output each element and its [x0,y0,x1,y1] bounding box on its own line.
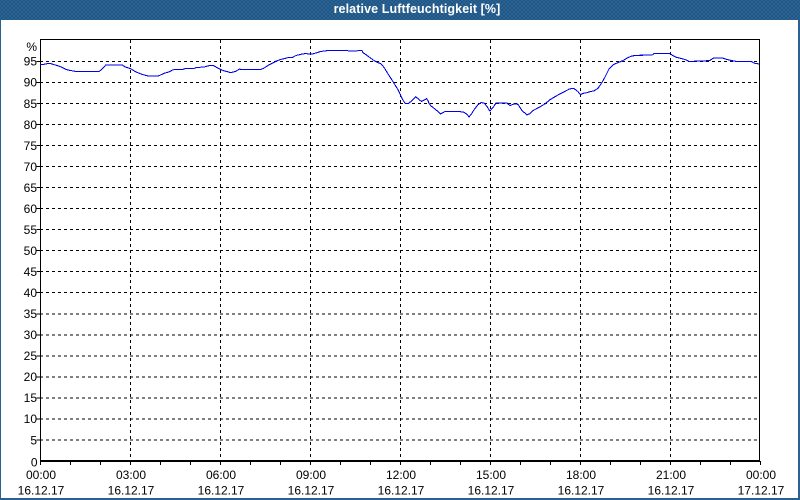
svg-text:16.12.17: 16.12.17 [288,484,335,498]
svg-text:16.12.17: 16.12.17 [198,484,245,498]
svg-text:20: 20 [24,370,38,384]
svg-text:18:00: 18:00 [566,468,596,482]
svg-text:85: 85 [24,97,38,111]
svg-text:16.12.17: 16.12.17 [18,484,65,498]
svg-text:80: 80 [24,118,38,132]
svg-text:15: 15 [24,391,38,405]
svg-text:%: % [26,40,37,54]
svg-text:16.12.17: 16.12.17 [558,484,605,498]
svg-text:65: 65 [24,181,38,195]
svg-text:16.12.17: 16.12.17 [468,484,515,498]
svg-text:35: 35 [24,307,38,321]
svg-text:90: 90 [24,76,38,90]
svg-text:60: 60 [24,202,38,216]
svg-text:00:00: 00:00 [746,468,776,482]
svg-text:12:00: 12:00 [386,468,416,482]
svg-text:70: 70 [24,160,38,174]
svg-text:17.12.17: 17.12.17 [738,484,785,498]
svg-text:45: 45 [24,265,38,279]
svg-text:16.12.17: 16.12.17 [648,484,695,498]
svg-text:55: 55 [24,223,38,237]
svg-text:06:00: 06:00 [206,468,236,482]
svg-text:03:00: 03:00 [116,468,146,482]
svg-text:00:00: 00:00 [26,468,56,482]
svg-text:16.12.17: 16.12.17 [108,484,155,498]
svg-text:25: 25 [24,349,38,363]
svg-text:95: 95 [24,55,38,69]
svg-text:21:00: 21:00 [656,468,686,482]
svg-text:75: 75 [24,139,38,153]
svg-text:30: 30 [24,328,38,342]
svg-text:0: 0 [31,456,38,470]
svg-text:16.12.17: 16.12.17 [378,484,425,498]
svg-text:10: 10 [24,412,38,426]
svg-text:50: 50 [24,244,38,258]
svg-text:40: 40 [24,286,38,300]
svg-text:5: 5 [30,433,37,447]
svg-text:09:00: 09:00 [296,468,326,482]
svg-text:15:00: 15:00 [476,468,506,482]
